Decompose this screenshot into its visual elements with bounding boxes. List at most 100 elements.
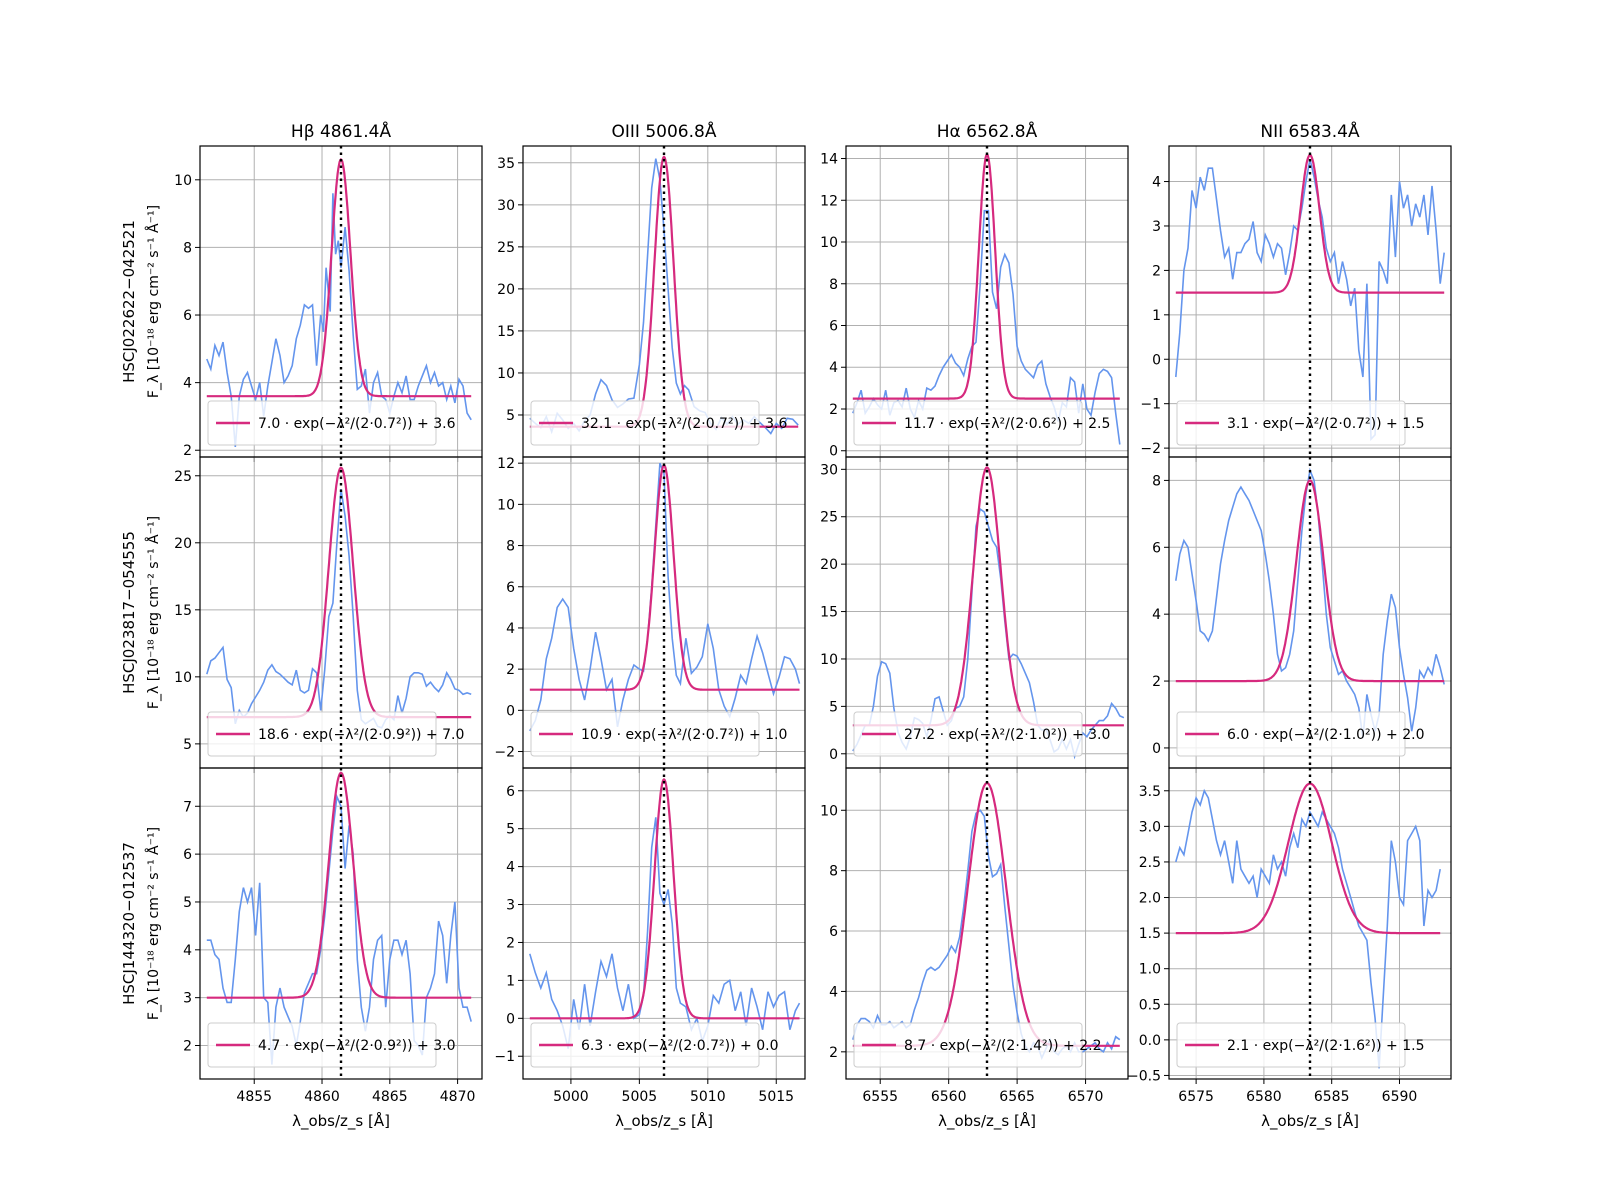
y-tick-label: 5 <box>506 822 515 838</box>
y-tick-label: 0 <box>506 1011 515 1027</box>
x-tick-label: 5000 <box>553 1089 589 1105</box>
y-tick-label: 6 <box>829 924 838 940</box>
x-tick-label: 5010 <box>690 1089 726 1105</box>
y-tick-label: 7 <box>183 799 192 815</box>
y-tick-label: 2 <box>1152 263 1161 279</box>
x-tick-label: 6575 <box>1178 1089 1214 1105</box>
y-tick-label: 25 <box>820 510 838 526</box>
plot-area <box>1175 782 1441 1069</box>
legend-label: 3.1 · exp(−λ²/(2·0.7²)) + 1.5 <box>1227 416 1424 432</box>
xlabel-2: λ_obs/z_s [Å] <box>938 1111 1036 1131</box>
y-tick-label: 2 <box>183 443 192 459</box>
panel-r2-c2: 8.7 · exp(−λ²/(2·1.4²)) + 2.2 2 4 6 8 10 6555 6… <box>820 767 1129 1105</box>
legend: 4.7 · exp(−λ²/(2·0.9²)) + 3.0 <box>207 1022 455 1068</box>
legend-label: 7.0 · exp(−λ²/(2·0.7²)) + 3.6 <box>258 416 456 432</box>
x-tick-label: 6565 <box>999 1089 1035 1105</box>
spectrum-line <box>206 193 472 447</box>
y-tick-label: 4 <box>183 943 192 959</box>
legend-box <box>1176 1022 1406 1068</box>
axes-frame <box>522 767 806 1080</box>
gaussian-fit-line <box>852 781 1120 1047</box>
x-tick-label: 5015 <box>758 1089 794 1105</box>
y-tick-label: 6 <box>183 308 192 324</box>
axes-frame <box>845 767 1129 1080</box>
panel-r1-c1: 10.9 · exp(−λ²/(2·0.7²)) + 1.0 −2 0 2 4 6 8 10 1… <box>494 456 806 773</box>
y-tick-label: 6 <box>506 784 515 800</box>
y-tick-label: −1 <box>494 1049 515 1065</box>
spectrum-line <box>1175 788 1441 1069</box>
y-tick-label: 4 <box>1152 607 1161 623</box>
spectrum-line <box>529 462 801 732</box>
panel-r0-c3: 3.1 · exp(−λ²/(2·0.7²)) + 1.5 −2 −1 0 1 2 3 4 <box>1140 145 1452 462</box>
y-tick-label: 15 <box>174 603 192 619</box>
gaussian-fit-line <box>852 152 1120 400</box>
x-tick-label: 5005 <box>622 1089 658 1105</box>
y-tick-label: 0 <box>829 444 838 460</box>
legend: 3.1 · exp(−λ²/(2·0.7²)) + 1.5 <box>1176 400 1424 446</box>
column-title-0: Hβ 4861.4Å <box>291 120 392 142</box>
plot-area <box>206 771 472 1065</box>
y-tick-label: 10 <box>497 497 515 513</box>
y-tick-label: 25 <box>174 469 192 485</box>
legend-label: 18.6 · exp(−λ²/(2·0.9²)) + 7.0 <box>258 727 464 743</box>
y-tick-label: 3 <box>1152 219 1161 235</box>
y-tick-label: 0.5 <box>1139 997 1161 1013</box>
legend-box <box>207 400 437 446</box>
panel-r1-c0: 18.6 · exp(−λ²/(2·0.9²)) + 7.0 5 10 15 20 25 <box>174 456 483 773</box>
panel-r2-c0: 4.7 · exp(−λ²/(2·0.9²)) + 3.0 2 3 4 5 6 7 4855 4… <box>183 767 483 1105</box>
y-tick-label: 6 <box>506 580 515 596</box>
x-tick-label: 6555 <box>862 1089 898 1105</box>
x-tick-label: 4855 <box>236 1089 272 1105</box>
y-tick-label: 2 <box>506 935 515 951</box>
legend-label: 11.7 · exp(−λ²/(2·0.6²)) + 2.5 <box>904 416 1110 432</box>
y-tick-label: 25 <box>497 240 515 256</box>
x-tick-label: 4865 <box>372 1089 408 1105</box>
y-tick-label: 30 <box>497 198 515 214</box>
y-tick-label: 2 <box>1152 674 1161 690</box>
y-tick-label: 4 <box>506 860 515 876</box>
y-tick-label: 6 <box>1152 540 1161 556</box>
legend-label: 10.9 · exp(−λ²/(2·0.7²)) + 1.0 <box>581 727 787 743</box>
x-tick-label: 4870 <box>440 1089 476 1105</box>
y-tick-label: 1 <box>506 973 515 989</box>
legend-box <box>530 711 760 757</box>
xlabel-3: λ_obs/z_s [Å] <box>1261 1111 1359 1131</box>
y-tick-label: 0 <box>829 747 838 763</box>
column-title-2: Hα 6562.8Å <box>937 120 1038 142</box>
row-ylabel-unit-1: F_λ [10⁻¹⁸ erg cm⁻² s⁻¹ Å⁻¹] <box>145 516 162 709</box>
spectrum-line <box>206 489 472 729</box>
y-tick-label: 0 <box>1152 352 1161 368</box>
spectrum-line <box>1175 159 1445 442</box>
legend-label: 6.3 · exp(−λ²/(2·0.7²)) + 0.0 <box>581 1038 778 1054</box>
y-tick-label: 20 <box>497 282 515 298</box>
y-tick-label: 10 <box>497 366 515 382</box>
axes-frame <box>199 767 483 1080</box>
gaussian-fit-line <box>1175 479 1445 683</box>
y-tick-label: 10 <box>820 235 838 251</box>
legend: 27.2 · exp(−λ²/(2·1.0²)) + 3.0 <box>853 711 1110 757</box>
legend-box <box>853 1022 1083 1068</box>
y-tick-label: 2 <box>183 1039 192 1055</box>
y-tick-label: 12 <box>497 456 515 472</box>
y-tick-label: 2 <box>829 1045 838 1061</box>
y-tick-label: −1 <box>1140 397 1161 413</box>
legend-label: 4.7 · exp(−λ²/(2·0.9²)) + 3.0 <box>258 1038 455 1054</box>
legend-box <box>853 400 1083 446</box>
legend-box <box>207 711 437 757</box>
y-tick-label: 6 <box>183 847 192 863</box>
y-tick-label: 8 <box>183 240 192 256</box>
y-tick-label: 4 <box>1152 175 1161 191</box>
xlabel-0: λ_obs/z_s [Å] <box>292 1111 390 1131</box>
y-tick-label: 3 <box>506 898 515 914</box>
y-tick-label: 14 <box>820 152 838 168</box>
y-tick-label: 35 <box>497 156 515 172</box>
y-tick-label: 4 <box>506 621 515 637</box>
y-tick-label: 1.5 <box>1139 926 1161 942</box>
y-tick-label: 0 <box>1152 741 1161 757</box>
legend: 32.1 · exp(−λ²/(2·0.7²)) + 3.6 <box>530 400 787 446</box>
legend-box <box>853 711 1083 757</box>
column-title-3: NII 6583.4Å <box>1260 120 1360 142</box>
legend-label: 8.7 · exp(−λ²/(2·1.4²)) + 2.2 <box>904 1038 1101 1054</box>
legend: 8.7 · exp(−λ²/(2·1.4²)) + 2.2 <box>853 1022 1101 1068</box>
